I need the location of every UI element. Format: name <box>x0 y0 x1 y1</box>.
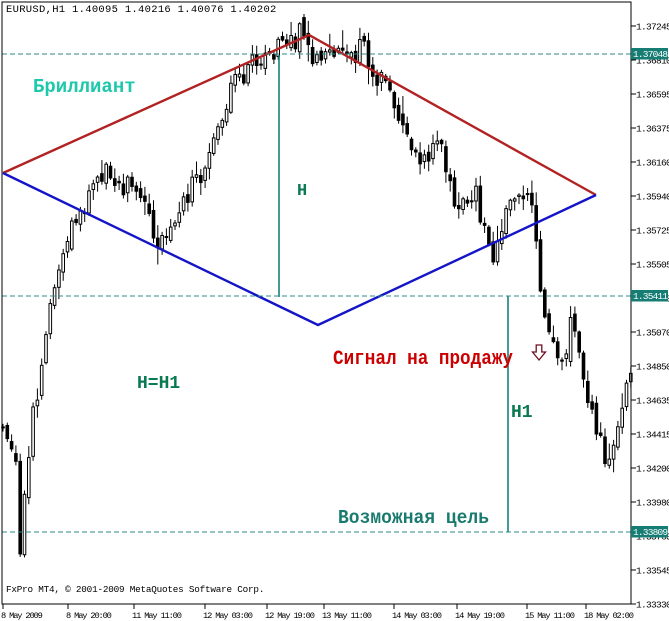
svg-text:13 May 11:00: 13 May 11:00 <box>322 611 372 621</box>
svg-text:1.34200: 1.34200 <box>636 464 669 475</box>
svg-text:14 May 03:00: 14 May 03:00 <box>392 611 442 621</box>
svg-text:1.35725: 1.35725 <box>636 226 669 237</box>
svg-text:1.35940: 1.35940 <box>636 192 669 203</box>
svg-text:FxPro MT4, © 2001-2009 MetaQuo: FxPro MT4, © 2001-2009 MetaQuotes Softwa… <box>6 584 264 595</box>
svg-text:15 May 11:00: 15 May 11:00 <box>525 611 575 621</box>
svg-text:1.33330: 1.33330 <box>636 600 669 611</box>
svg-text:H=H1: H=H1 <box>137 374 180 394</box>
svg-text:Бриллиант: Бриллиант <box>33 76 136 98</box>
svg-text:1.36595: 1.36595 <box>636 90 669 101</box>
svg-text:1.35505: 1.35505 <box>636 260 669 271</box>
svg-text:14 May 19:00: 14 May 19:00 <box>455 611 505 621</box>
svg-text:1.34635: 1.34635 <box>636 396 669 407</box>
svg-text:12 May 19:00: 12 May 19:00 <box>265 611 315 621</box>
svg-text:1.34850: 1.34850 <box>636 362 669 373</box>
svg-text:18 May 02:00: 18 May 02:00 <box>584 611 634 621</box>
svg-text:1.33809: 1.33809 <box>633 527 668 538</box>
svg-text:Сигнал на продажу: Сигнал на продажу <box>333 348 513 371</box>
svg-text:EURUSD,H1 1.40095 1.40216 1.4: EURUSD,H1 1.40095 1.40216 1.40076 1.4020… <box>6 4 277 16</box>
svg-text:1.35070: 1.35070 <box>636 328 669 339</box>
svg-text:1.37245: 1.37245 <box>636 22 669 33</box>
svg-text:1.35411: 1.35411 <box>633 291 668 302</box>
svg-text:H: H <box>297 182 307 201</box>
svg-text:12 May 03:00: 12 May 03:00 <box>203 611 253 621</box>
svg-text:1.34415: 1.34415 <box>636 430 669 441</box>
svg-text:1.37048: 1.37048 <box>633 49 668 60</box>
svg-text:8 May 2009: 8 May 2009 <box>1 611 43 621</box>
svg-text:11 May 11:00: 11 May 11:00 <box>132 611 182 621</box>
svg-text:1.36375: 1.36375 <box>636 124 669 135</box>
svg-text:1.33980: 1.33980 <box>636 498 669 509</box>
svg-text:1.36160: 1.36160 <box>636 158 669 169</box>
svg-text:H1: H1 <box>511 403 533 423</box>
svg-text:1.33545: 1.33545 <box>636 566 669 577</box>
svg-text:Возможная цель: Возможная цель <box>338 507 489 529</box>
svg-text:8 May 20:00: 8 May 20:00 <box>66 611 112 621</box>
